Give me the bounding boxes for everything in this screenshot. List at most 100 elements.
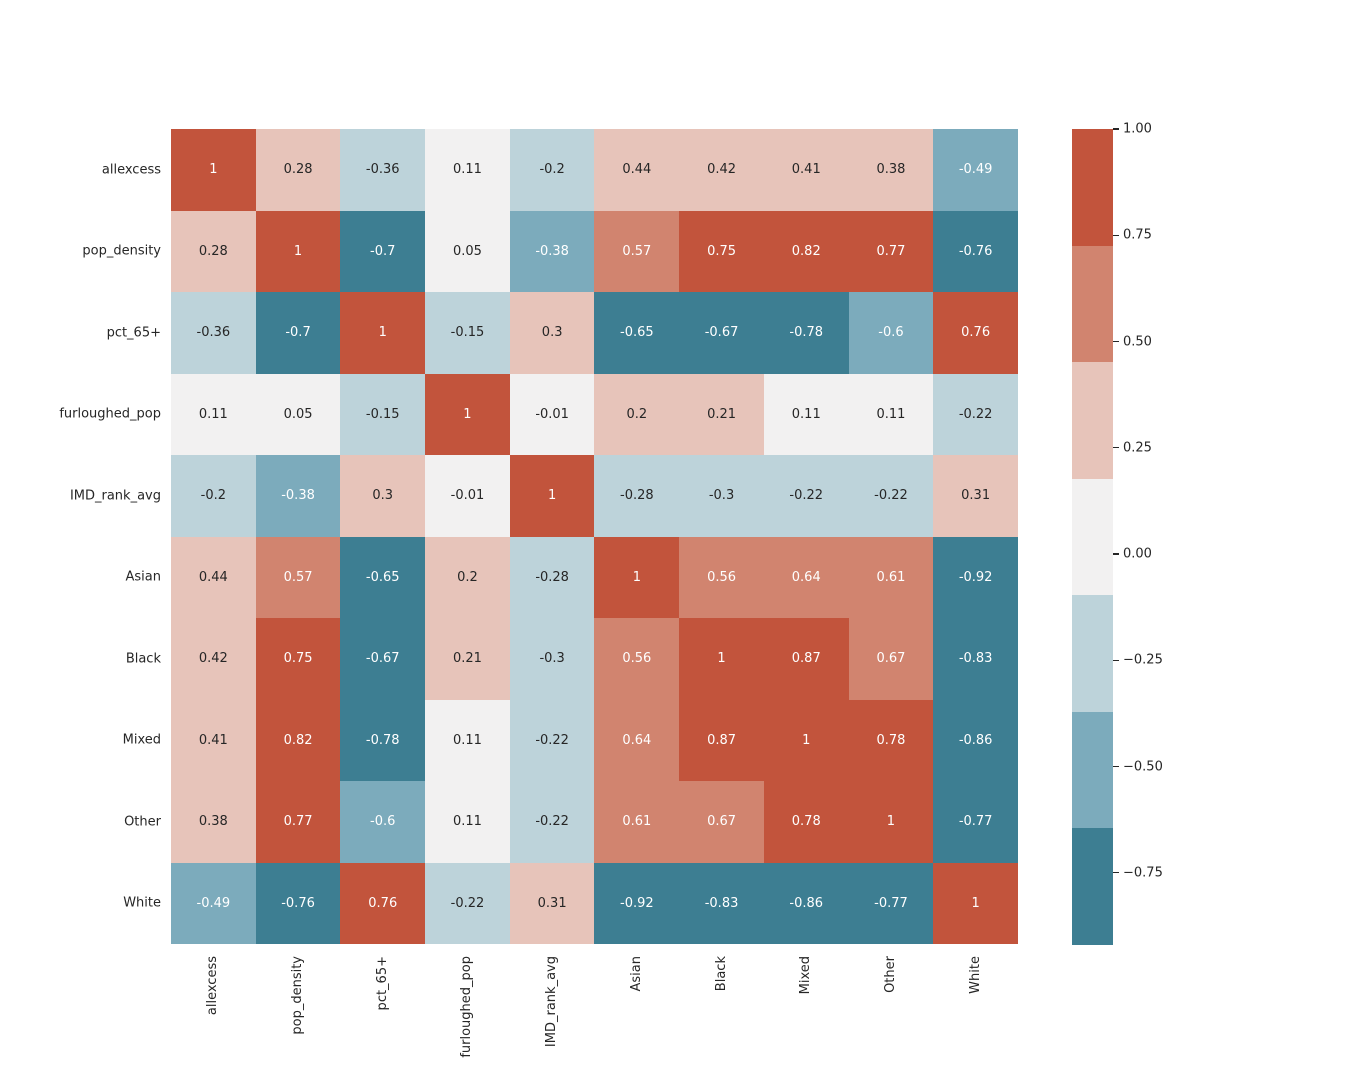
heatmap-cell: -0.77 bbox=[848, 862, 934, 944]
colorbar-band bbox=[1072, 245, 1113, 363]
x-tick-label: allexcess bbox=[205, 956, 221, 1016]
x-tick-label: pop_density bbox=[290, 956, 306, 1035]
x-tick-label: Black bbox=[713, 956, 729, 992]
heatmap-cell: 0.41 bbox=[763, 129, 849, 211]
x-tick-label: furloughed_pop bbox=[459, 956, 475, 1058]
heatmap-cell: -0.01 bbox=[425, 455, 510, 537]
heatmap-grid: 1 0.28 -0.36 0.11 -0.2 0.44 0.42 0.41 0.38 -0.49 0… bbox=[171, 129, 1018, 944]
heatmap-cell: -0.67 bbox=[340, 618, 426, 700]
heatmap-cell: 0.82 bbox=[763, 210, 849, 292]
heatmap-cell: 1 bbox=[679, 618, 764, 700]
colorbar-tick-mark bbox=[1113, 872, 1119, 874]
heatmap-cell: 0.28 bbox=[171, 210, 256, 292]
heatmap-cell: 0.31 bbox=[933, 455, 1018, 537]
heatmap-cell: 0.56 bbox=[594, 618, 680, 700]
heatmap-cell: 0.3 bbox=[340, 455, 426, 537]
heatmap-cell: 1 bbox=[425, 373, 510, 455]
heatmap-cell: -0.92 bbox=[933, 536, 1018, 618]
y-tick-label: pop_density bbox=[82, 243, 161, 259]
heatmap-cell: 0.11 bbox=[171, 373, 256, 455]
heatmap-cell: -0.22 bbox=[509, 699, 595, 781]
heatmap-cell: -0.86 bbox=[763, 862, 849, 944]
heatmap-cell: 0.42 bbox=[679, 129, 764, 211]
heatmap-cell: 0.61 bbox=[594, 781, 680, 863]
heatmap-cell: 0.11 bbox=[848, 373, 934, 455]
heatmap-cell: -0.92 bbox=[594, 862, 680, 944]
colorbar-tick-label: 0.00 bbox=[1123, 546, 1152, 562]
heatmap-cell: 0.75 bbox=[255, 618, 341, 700]
colorbar-band bbox=[1072, 828, 1113, 946]
heatmap-cell: -0.6 bbox=[340, 781, 426, 863]
heatmap-cell: -0.38 bbox=[255, 455, 341, 537]
colorbar-tick-label: 0.50 bbox=[1123, 334, 1152, 349]
x-tick-label: pct_65+ bbox=[374, 956, 390, 1011]
heatmap-cell: -0.76 bbox=[255, 862, 341, 944]
y-tick-label: pct_65+ bbox=[106, 325, 161, 341]
heatmap-cell: 1 bbox=[933, 862, 1018, 944]
heatmap-cell: 0.2 bbox=[594, 373, 680, 455]
y-tick-label: Mixed bbox=[122, 732, 161, 748]
colorbar bbox=[1072, 129, 1113, 946]
heatmap-cell: -0.36 bbox=[340, 129, 426, 211]
heatmap-cell: 0.75 bbox=[679, 210, 764, 292]
heatmap-cell: 0.56 bbox=[679, 536, 764, 618]
heatmap-cell: -0.49 bbox=[933, 129, 1018, 211]
heatmap-cell: -0.28 bbox=[594, 455, 680, 537]
colorbar-tick-mark bbox=[1113, 659, 1119, 661]
colorbar-tick-label: 0.25 bbox=[1123, 440, 1152, 456]
heatmap-cell: -0.36 bbox=[171, 292, 256, 374]
heatmap-cell: 0.3 bbox=[509, 292, 595, 374]
heatmap-cell: -0.77 bbox=[933, 781, 1018, 863]
heatmap-cell: 0.64 bbox=[763, 536, 849, 618]
heatmap-cell: -0.67 bbox=[679, 292, 764, 374]
x-tick-label: Asian bbox=[628, 956, 644, 992]
heatmap-cell: 0.31 bbox=[509, 862, 595, 944]
heatmap-cell: 0.57 bbox=[255, 536, 341, 618]
heatmap-cell: 1 bbox=[848, 781, 934, 863]
y-tick-label: Other bbox=[124, 814, 161, 830]
heatmap-cell: 0.57 bbox=[594, 210, 680, 292]
colorbar-band bbox=[1072, 129, 1113, 246]
y-tick-label: Black bbox=[125, 651, 161, 667]
heatmap-cell: 0.21 bbox=[679, 373, 764, 455]
heatmap-cell: 0.87 bbox=[763, 618, 849, 700]
colorbar-tick-mark bbox=[1113, 447, 1119, 449]
heatmap-cell: 0.28 bbox=[255, 129, 341, 211]
heatmap-cell: 0.44 bbox=[594, 129, 680, 211]
y-tick-label: Asian bbox=[125, 569, 161, 585]
heatmap-cell: 0.11 bbox=[763, 373, 849, 455]
colorbar-tick-label: −0.75 bbox=[1123, 865, 1163, 881]
colorbar-tick-mark bbox=[1113, 340, 1119, 343]
heatmap-cell: 0.78 bbox=[848, 699, 934, 781]
heatmap-cell: 0.41 bbox=[171, 699, 256, 781]
colorbar-band bbox=[1072, 478, 1113, 596]
heatmap-cell: 1 bbox=[340, 292, 426, 374]
heatmap-cell: 0.76 bbox=[933, 292, 1018, 374]
colorbar-tick-mark bbox=[1113, 553, 1119, 555]
heatmap-cell: -0.78 bbox=[340, 699, 426, 781]
heatmap-cell: 0.05 bbox=[255, 373, 341, 455]
heatmap-cell: -0.3 bbox=[679, 455, 764, 537]
x-tick-label: Mixed bbox=[798, 956, 814, 995]
colorbar-tick-label: 1.00 bbox=[1123, 121, 1152, 137]
heatmap-cell: 0.2 bbox=[425, 536, 510, 618]
heatmap-cell: -0.86 bbox=[933, 699, 1018, 781]
heatmap-cell: 0.11 bbox=[425, 781, 510, 863]
heatmap-cell: 0.67 bbox=[679, 781, 764, 863]
y-tick-label: White bbox=[123, 895, 161, 911]
heatmap-cell: -0.22 bbox=[425, 862, 510, 944]
colorbar-tick-label: −0.25 bbox=[1123, 652, 1163, 668]
x-tick-label: Other bbox=[882, 956, 898, 993]
colorbar-tick-label: 0.75 bbox=[1123, 227, 1152, 243]
colorbar-tick-mark bbox=[1113, 765, 1119, 768]
heatmap-cell: 1 bbox=[255, 210, 341, 292]
colorbar-tick-mark bbox=[1113, 128, 1119, 130]
heatmap-cell: 0.77 bbox=[255, 781, 341, 863]
y-tick-label: IMD_rank_avg bbox=[69, 488, 161, 504]
heatmap-cell: -0.28 bbox=[509, 536, 595, 618]
y-tick-label: allexcess bbox=[101, 162, 161, 178]
heatmap-cell: 0.11 bbox=[425, 699, 510, 781]
heatmap-cell: -0.15 bbox=[425, 292, 510, 374]
heatmap-cell: -0.2 bbox=[509, 129, 595, 211]
colorbar-band bbox=[1072, 595, 1113, 712]
